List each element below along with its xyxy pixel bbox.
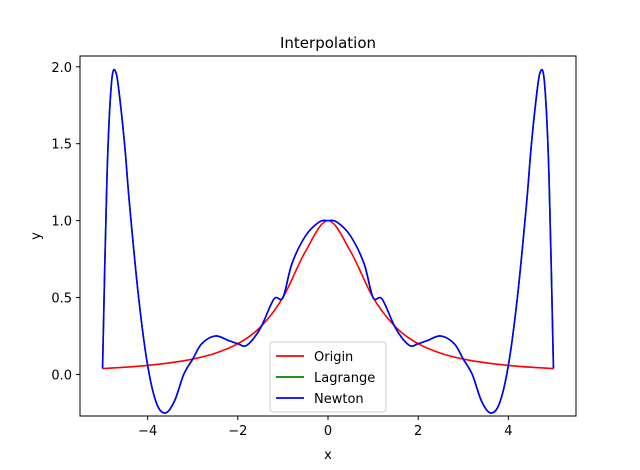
- x-tick-label: 0: [324, 424, 332, 439]
- legend-entries: Origin Lagrange Newton: [276, 350, 375, 407]
- y-tick-label: 1.5: [51, 138, 72, 153]
- y-tick-label: 0.0: [51, 368, 72, 383]
- chart-title: Interpolation: [280, 34, 376, 52]
- legend-label-origin: Origin: [314, 350, 353, 365]
- x-tick-label: −2: [228, 424, 247, 439]
- x-tick-label: 4: [504, 424, 512, 439]
- x-axis-ticks: −4 −2 0 2 4: [138, 416, 513, 439]
- x-tick-label: −4: [138, 424, 157, 439]
- y-tick-label: 1.0: [51, 215, 72, 230]
- legend-label-newton: Newton: [314, 392, 364, 407]
- x-axis-label: x: [324, 448, 332, 463]
- y-axis-label: y: [29, 232, 44, 240]
- x-tick-label: 2: [414, 424, 422, 439]
- legend-box: [269, 341, 387, 413]
- y-axis-ticks: 0.0 0.5 1.0 1.5 2.0: [51, 61, 80, 383]
- legend-label-lagrange: Lagrange: [314, 371, 375, 386]
- legend: Origin Lagrange Newton: [269, 341, 387, 413]
- series-line-newton: [101, 68, 555, 414]
- series-layer: [101, 68, 555, 414]
- y-tick-label: 2.0: [51, 61, 72, 76]
- y-tick-label: 0.5: [51, 292, 72, 307]
